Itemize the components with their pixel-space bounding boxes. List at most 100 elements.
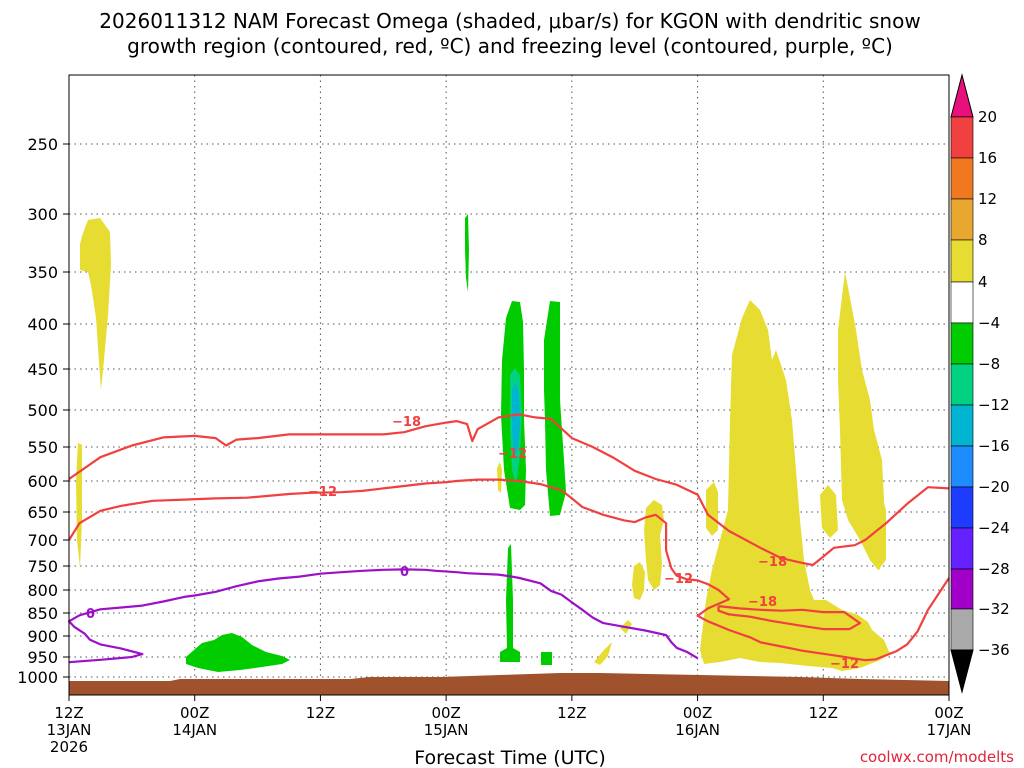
y-tick-label-500: 500 xyxy=(27,401,58,420)
x-tick-label-60-line2: 16JAN xyxy=(675,721,720,739)
omega-subsidence-blob2 xyxy=(820,485,838,538)
colorbar-label-1: 16 xyxy=(978,149,997,167)
omega-subsidence-mid3 xyxy=(594,642,612,665)
omega-subsidence-tiny xyxy=(497,462,502,493)
colorbar-bin-12 xyxy=(950,568,974,610)
contour-lines xyxy=(67,413,950,664)
chart-title-line1: 2026011312 NAM Forecast Omega (shaded, μ… xyxy=(99,9,920,33)
omega-subsidence-blob1 xyxy=(706,482,718,536)
y-tick-label-900: 900 xyxy=(27,627,58,646)
colorbar-label-12: −32 xyxy=(978,600,1010,618)
y-tick-label-1000: 1000 xyxy=(17,668,58,687)
colorbar-arrow-top xyxy=(950,73,974,118)
omega-ascent-spike-lower xyxy=(500,544,520,662)
omega-subsidence-large xyxy=(700,300,890,671)
omega-subsidence-rightplume xyxy=(838,272,884,570)
y-tick-label-400: 400 xyxy=(27,315,58,334)
colorbar-arrow-bottom xyxy=(950,649,974,694)
x-tick-label-0-line3: 2026 xyxy=(50,738,88,756)
colorbar-label-2: 12 xyxy=(978,190,997,208)
label-minus12-right: −12 xyxy=(830,657,859,672)
x-tick-label-0-line2: 13JAN xyxy=(47,721,92,739)
omega-subsidence-upperleft xyxy=(80,218,111,390)
label-minus18-upper: −18 xyxy=(392,415,421,430)
omega-ascent-second xyxy=(544,301,566,516)
y-tick-label-700: 700 xyxy=(27,531,58,550)
contour-freezing-level-0 xyxy=(67,568,699,664)
y-tick-label-650: 650 xyxy=(27,503,58,522)
contour-labels: −18 −12 −12 −12 −18 −18 −12 0 0 xyxy=(86,415,859,672)
colorbar-label-3: 8 xyxy=(978,231,988,249)
omega-ascent-small xyxy=(541,652,552,665)
colorbar-bin-8 xyxy=(950,404,974,447)
chart-title-line2: growth region (contoured, red, ºC) and f… xyxy=(127,34,893,58)
colorbar-label-8: −16 xyxy=(978,437,1010,455)
label-minus18-right: −18 xyxy=(758,555,787,570)
contour-dgz-bottom-minus12 xyxy=(68,478,950,662)
omega-ascent-core-cyan xyxy=(512,382,520,455)
y-tick-label-550: 550 xyxy=(27,438,58,457)
label-minus12-mid: −12 xyxy=(664,572,693,587)
contour-dgz-inner-minus18 xyxy=(717,605,862,631)
colorbar-bin-7 xyxy=(950,363,974,406)
colorbar-bin-3 xyxy=(950,198,974,241)
label-minus12-upper: −12 xyxy=(498,447,527,462)
y-axis-ticks: 250 300 350 400 450 500 550 600 650 700 750 800 850 9… xyxy=(17,135,69,687)
colorbar-label-4: 4 xyxy=(978,273,988,291)
colorbar-bin-10 xyxy=(950,486,974,529)
label-minus18-inner: −18 xyxy=(748,595,777,610)
x-axis-label: Forecast Time (UTC) xyxy=(414,747,605,768)
ground-terrain xyxy=(69,673,949,695)
x-tick-label-48-line1: 12Z xyxy=(557,704,586,722)
label-minus12-left: −12 xyxy=(308,485,337,500)
omega-ascent-spike-upper xyxy=(465,214,469,292)
x-tick-label-12-line1: 00Z xyxy=(180,704,209,722)
colorbar-label-11: −28 xyxy=(978,560,1010,578)
y-tick-label-950: 950 xyxy=(27,648,58,667)
x-tick-label-12-line2: 14JAN xyxy=(172,721,217,739)
omega-shading xyxy=(76,214,890,672)
colorbar-label-0: 20 xyxy=(978,108,997,126)
omega-ascent-lowerleft xyxy=(186,633,290,672)
x-tick-label-84-line1: 00Z xyxy=(934,704,963,722)
y-tick-label-450: 450 xyxy=(27,360,58,379)
x-tick-label-24-line1: 12Z xyxy=(306,704,335,722)
y-tick-label-350: 350 xyxy=(27,263,58,282)
label-zero-left: 0 xyxy=(86,607,95,622)
x-tick-label-72-line1: 12Z xyxy=(809,704,838,722)
contour-dgz-top-minus18 xyxy=(68,413,950,567)
x-tick-label-0-line1: 12Z xyxy=(54,704,83,722)
colorbar-bin-11 xyxy=(950,527,974,570)
credit-text: coolwx.com/modelts xyxy=(860,748,1014,766)
colorbar-label-13: −36 xyxy=(978,641,1010,659)
colorbar-label-10: −24 xyxy=(978,519,1010,537)
y-tick-label-600: 600 xyxy=(27,472,58,491)
colorbar-label-5: −4 xyxy=(978,314,1000,332)
y-tick-label-250: 250 xyxy=(27,135,58,154)
colorbar-bin-1 xyxy=(950,116,974,159)
colorbar-label-7: −12 xyxy=(978,396,1010,414)
omega-subsidence-mid1 xyxy=(644,500,664,590)
y-tick-label-800: 800 xyxy=(27,581,58,600)
colorbar-bin-4 xyxy=(950,239,974,283)
x-tick-label-36-line2: 15JAN xyxy=(424,721,469,739)
colorbar-bin-13 xyxy=(950,608,974,651)
y-tick-label-850: 850 xyxy=(27,604,58,623)
plot-frame xyxy=(68,74,950,696)
colorbar-label-6: −8 xyxy=(978,355,1000,373)
colorbar: 20 16 12 8 4 −4 −8 −12 −16 −20 −24 −28 −32 −36 xyxy=(950,73,1010,694)
colorbar-bin-5 xyxy=(950,281,974,324)
colorbar-bin-9 xyxy=(950,445,974,488)
omega-subsidence-mid2 xyxy=(632,562,645,600)
label-zero-mid: 0 xyxy=(400,565,409,580)
x-tick-label-60-line1: 00Z xyxy=(683,704,712,722)
colorbar-label-9: −20 xyxy=(978,478,1010,496)
x-tick-label-84-line2: 17JAN xyxy=(927,721,972,739)
colorbar-bin-6 xyxy=(950,322,974,365)
y-tick-label-300: 300 xyxy=(27,205,58,224)
x-tick-label-36-line1: 00Z xyxy=(431,704,460,722)
y-tick-label-750: 750 xyxy=(27,557,58,576)
colorbar-bin-2 xyxy=(950,157,974,200)
